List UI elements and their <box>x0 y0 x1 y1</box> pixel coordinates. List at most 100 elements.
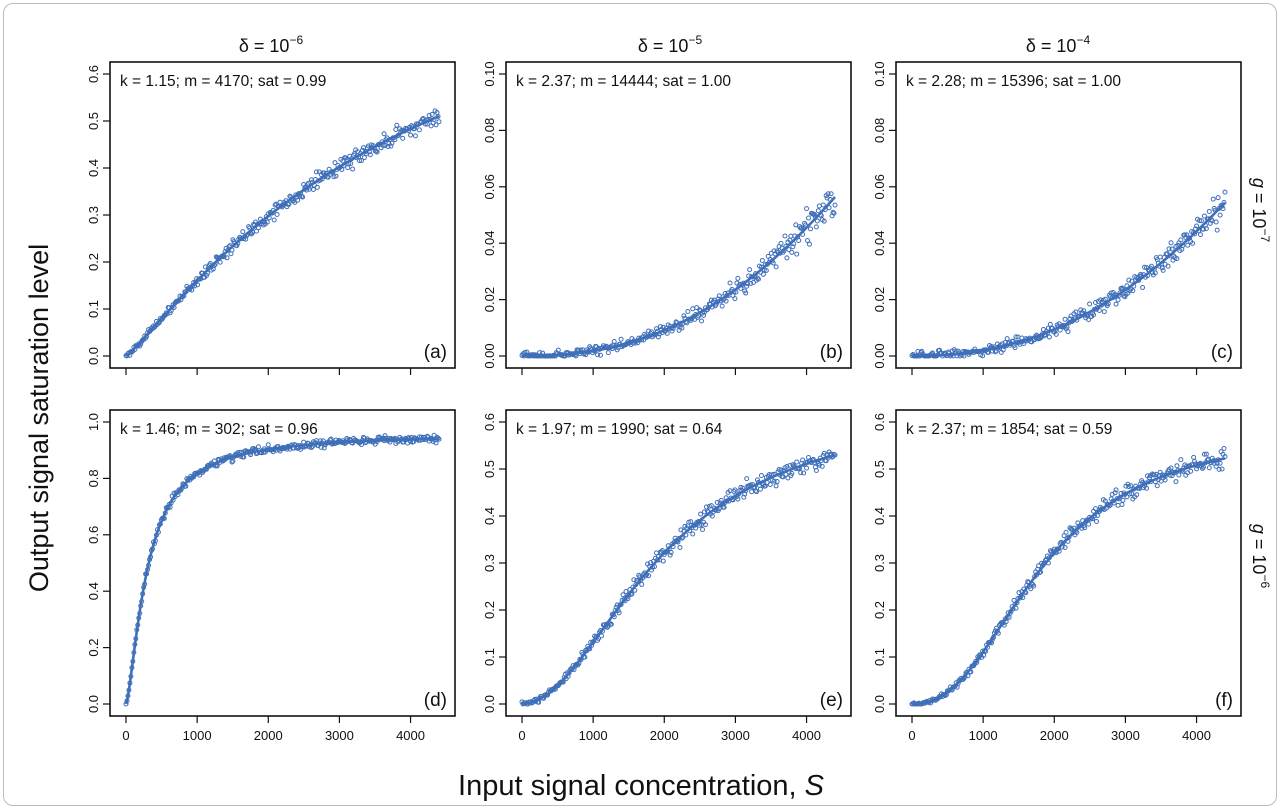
panel-label: (e) <box>820 690 843 711</box>
y-tick-label: 0.5 <box>482 460 497 478</box>
data-point <box>412 133 418 139</box>
fit-curve <box>125 114 440 358</box>
panel-c: 0.00 0.02 0.04 0.06 0.08 0.10 k = 2.28; m = 15… <box>872 61 1242 375</box>
data-point <box>408 132 414 138</box>
scatter-points <box>123 108 442 359</box>
x-tick-label: 2000 <box>1040 728 1069 743</box>
data-point <box>748 280 754 286</box>
data-point <box>382 433 388 439</box>
y-tick-label: 0.08 <box>872 118 887 143</box>
data-point <box>433 122 439 128</box>
data-point <box>830 209 836 215</box>
data-point <box>1213 463 1219 469</box>
data-point <box>1185 242 1191 248</box>
y-tick-label: 0.04 <box>872 231 887 256</box>
data-point <box>314 184 320 190</box>
data-point <box>357 158 363 164</box>
data-point <box>1025 579 1031 585</box>
data-point <box>436 119 442 125</box>
data-point <box>1063 529 1069 535</box>
data-point <box>1086 521 1092 527</box>
data-point <box>1201 451 1207 457</box>
data-point <box>639 581 645 587</box>
data-point <box>819 463 825 469</box>
data-point <box>747 267 753 273</box>
data-point <box>685 309 691 315</box>
data-point <box>1013 334 1019 340</box>
data-point <box>394 122 400 128</box>
x-tick-label: 3000 <box>721 728 750 743</box>
data-point <box>1192 459 1198 465</box>
data-point <box>754 275 760 281</box>
data-point <box>1064 324 1070 330</box>
data-point <box>1113 301 1119 307</box>
data-point <box>804 206 810 212</box>
y-tick-label: 0.02 <box>482 287 497 312</box>
fit-curve <box>911 457 1226 706</box>
data-point <box>321 445 327 451</box>
data-point <box>1166 246 1172 252</box>
data-point <box>688 519 694 525</box>
data-point <box>271 217 277 223</box>
panel-label: (a) <box>424 342 447 363</box>
data-point <box>1217 460 1223 466</box>
data-point <box>1124 494 1130 500</box>
data-point <box>749 489 755 495</box>
data-point <box>1092 506 1098 512</box>
data-point <box>1188 468 1194 474</box>
data-point <box>1082 525 1088 531</box>
data-point <box>1219 466 1225 472</box>
data-point <box>646 573 652 579</box>
data-point <box>825 191 831 197</box>
data-point <box>700 526 706 532</box>
scatter-points <box>909 446 1228 707</box>
data-point <box>727 280 733 286</box>
data-point <box>718 497 724 503</box>
data-point <box>611 339 617 344</box>
data-point <box>723 495 729 501</box>
data-point <box>1134 492 1140 498</box>
data-point <box>813 468 819 474</box>
data-point <box>1047 321 1053 327</box>
data-point <box>1199 465 1205 471</box>
data-point <box>1128 483 1134 489</box>
y-tick-label: 0.2 <box>482 601 497 619</box>
data-point <box>1196 218 1202 224</box>
plot-frame <box>895 61 1242 369</box>
data-point <box>1200 464 1206 470</box>
row-label-2: g = 10−6 <box>1249 524 1272 589</box>
x-tick-label: 1000 <box>969 728 998 743</box>
data-point <box>416 127 422 133</box>
data-point <box>433 440 439 446</box>
data-point <box>224 255 230 261</box>
data-point <box>767 482 773 487</box>
fit-curve <box>124 437 440 705</box>
data-point <box>318 444 324 450</box>
data-point <box>758 472 764 478</box>
data-point <box>714 499 720 505</box>
y-tick-label: 0.4 <box>872 507 887 525</box>
data-point <box>777 250 783 256</box>
fit-annotation: k = 1.46; m = 302; sat = 0.96 <box>120 421 318 438</box>
data-point <box>679 325 685 331</box>
data-point <box>784 255 790 261</box>
data-point <box>800 457 806 463</box>
data-point <box>994 341 1000 347</box>
data-point <box>813 224 819 230</box>
data-point <box>743 290 749 296</box>
data-point <box>1115 502 1121 508</box>
data-point <box>801 470 807 476</box>
data-point <box>668 550 674 556</box>
data-point <box>669 328 675 334</box>
data-point <box>1213 219 1219 225</box>
data-point <box>763 268 769 274</box>
data-point <box>1198 218 1204 224</box>
panel-label: (c) <box>1211 342 1233 363</box>
data-point <box>719 303 725 309</box>
data-point <box>1119 502 1125 508</box>
data-point <box>698 511 704 517</box>
data-point <box>1201 213 1207 219</box>
data-point <box>345 165 351 171</box>
x-tick-label: 3000 <box>1111 728 1140 743</box>
data-point <box>1126 277 1132 283</box>
